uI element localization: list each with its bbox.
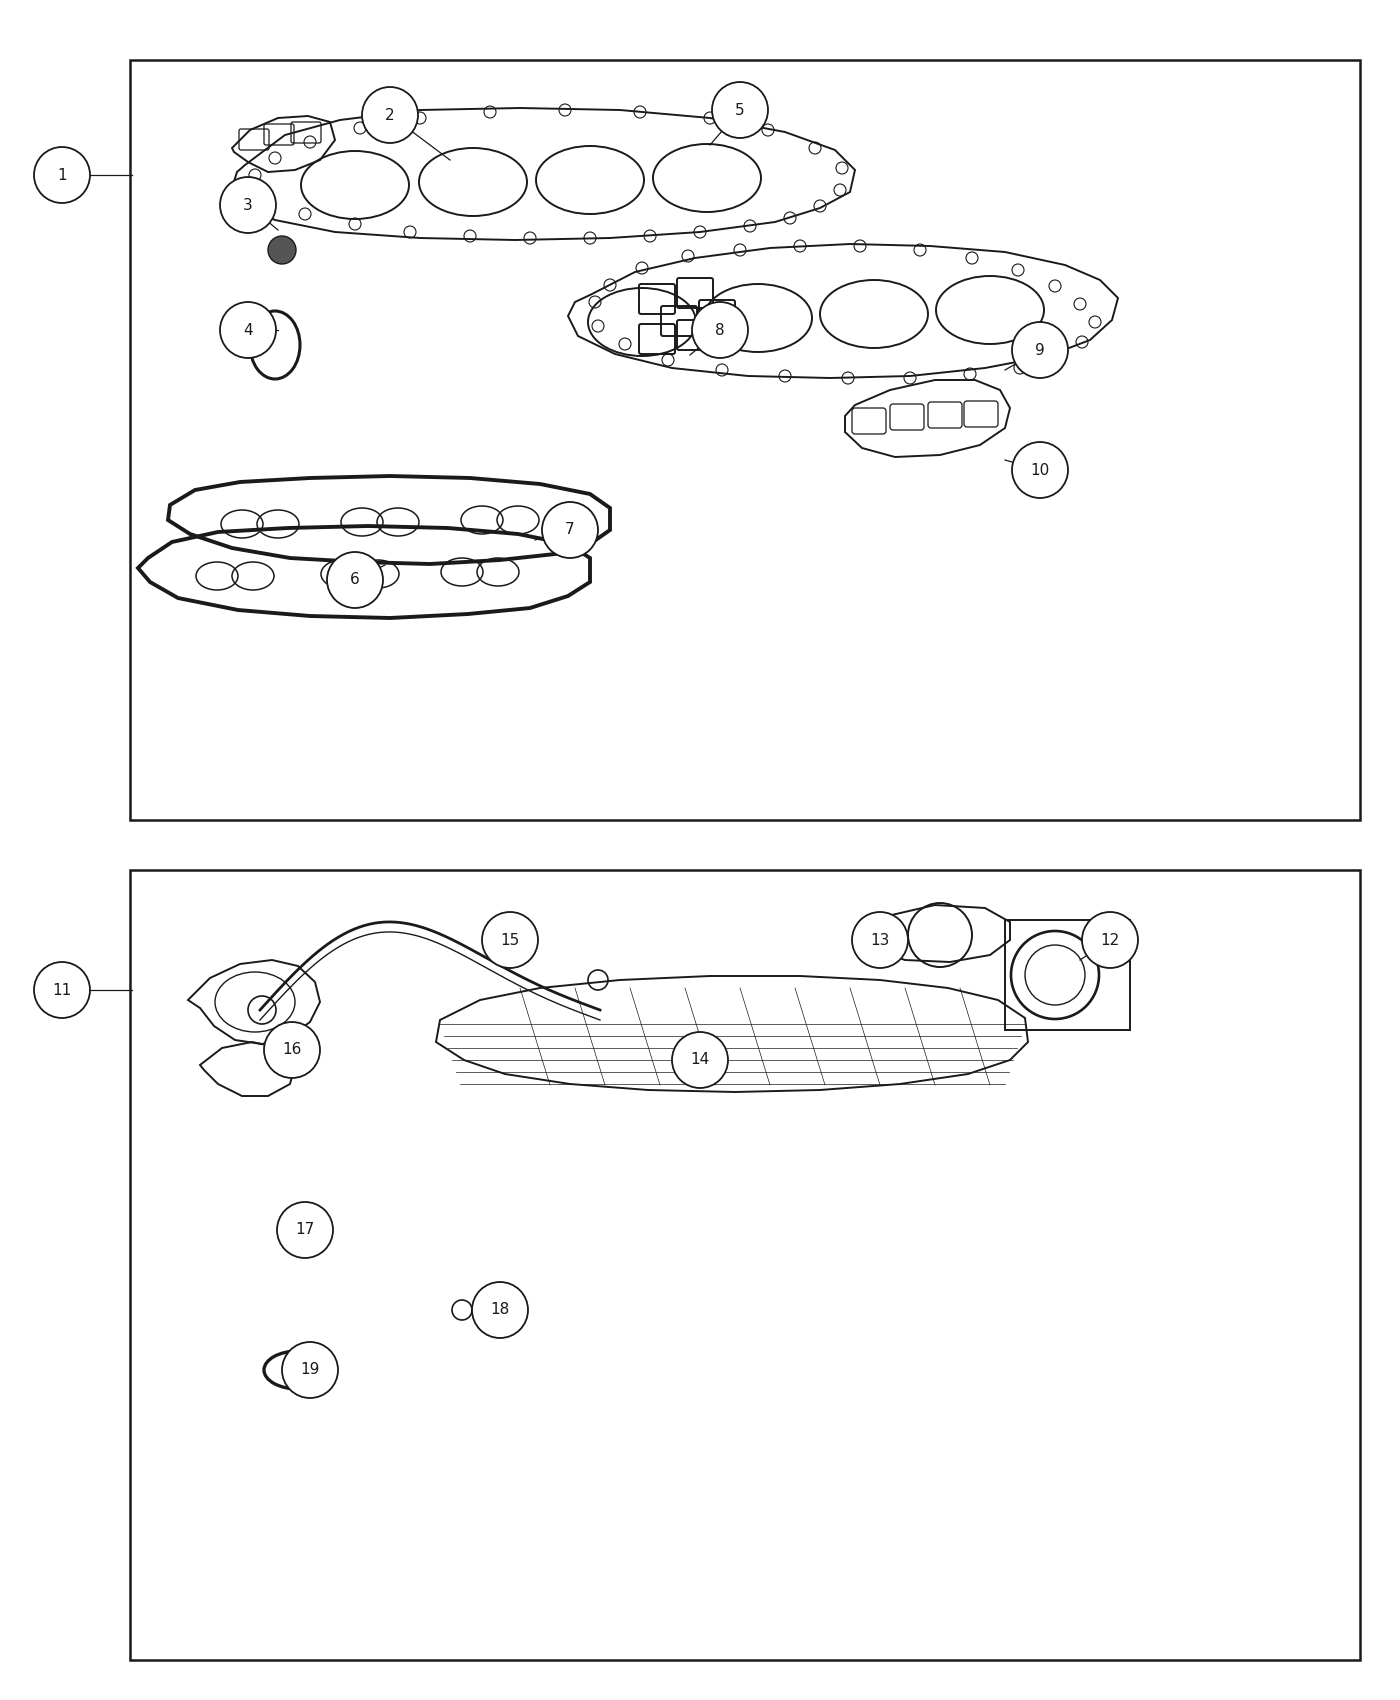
Circle shape [34, 962, 90, 1018]
Circle shape [1012, 321, 1068, 377]
Text: 14: 14 [690, 1052, 710, 1068]
Circle shape [542, 502, 598, 558]
Circle shape [1012, 442, 1068, 498]
Circle shape [482, 911, 538, 967]
Circle shape [267, 236, 295, 264]
Circle shape [265, 1022, 321, 1078]
Circle shape [220, 177, 276, 233]
Bar [130, 870, 1359, 1659]
Circle shape [1082, 911, 1138, 967]
Text: 13: 13 [871, 933, 889, 947]
Text: 15: 15 [500, 933, 519, 947]
Circle shape [220, 303, 276, 359]
Text: 1: 1 [57, 168, 67, 182]
Text: 11: 11 [52, 983, 71, 998]
Text: 12: 12 [1100, 933, 1120, 947]
Circle shape [328, 552, 384, 609]
Circle shape [472, 1282, 528, 1338]
Text: 10: 10 [1030, 462, 1050, 478]
Circle shape [277, 1202, 333, 1258]
Circle shape [34, 146, 90, 202]
Circle shape [853, 911, 909, 967]
Circle shape [281, 1341, 337, 1397]
Text: 7: 7 [566, 522, 575, 537]
Text: 5: 5 [735, 102, 745, 117]
Bar [1005, 920, 1130, 1030]
Circle shape [363, 87, 419, 143]
Text: 18: 18 [490, 1302, 510, 1318]
Circle shape [692, 303, 748, 359]
Bar [130, 60, 1359, 819]
Text: 17: 17 [295, 1222, 315, 1238]
Text: 6: 6 [350, 573, 360, 588]
Text: 2: 2 [385, 107, 395, 122]
Circle shape [672, 1032, 728, 1088]
Text: 9: 9 [1035, 342, 1044, 357]
Text: 4: 4 [244, 323, 253, 338]
Circle shape [713, 82, 769, 138]
Text: 8: 8 [715, 323, 725, 338]
Text: 16: 16 [283, 1042, 301, 1057]
Text: 19: 19 [301, 1362, 319, 1377]
Text: 3: 3 [244, 197, 253, 212]
